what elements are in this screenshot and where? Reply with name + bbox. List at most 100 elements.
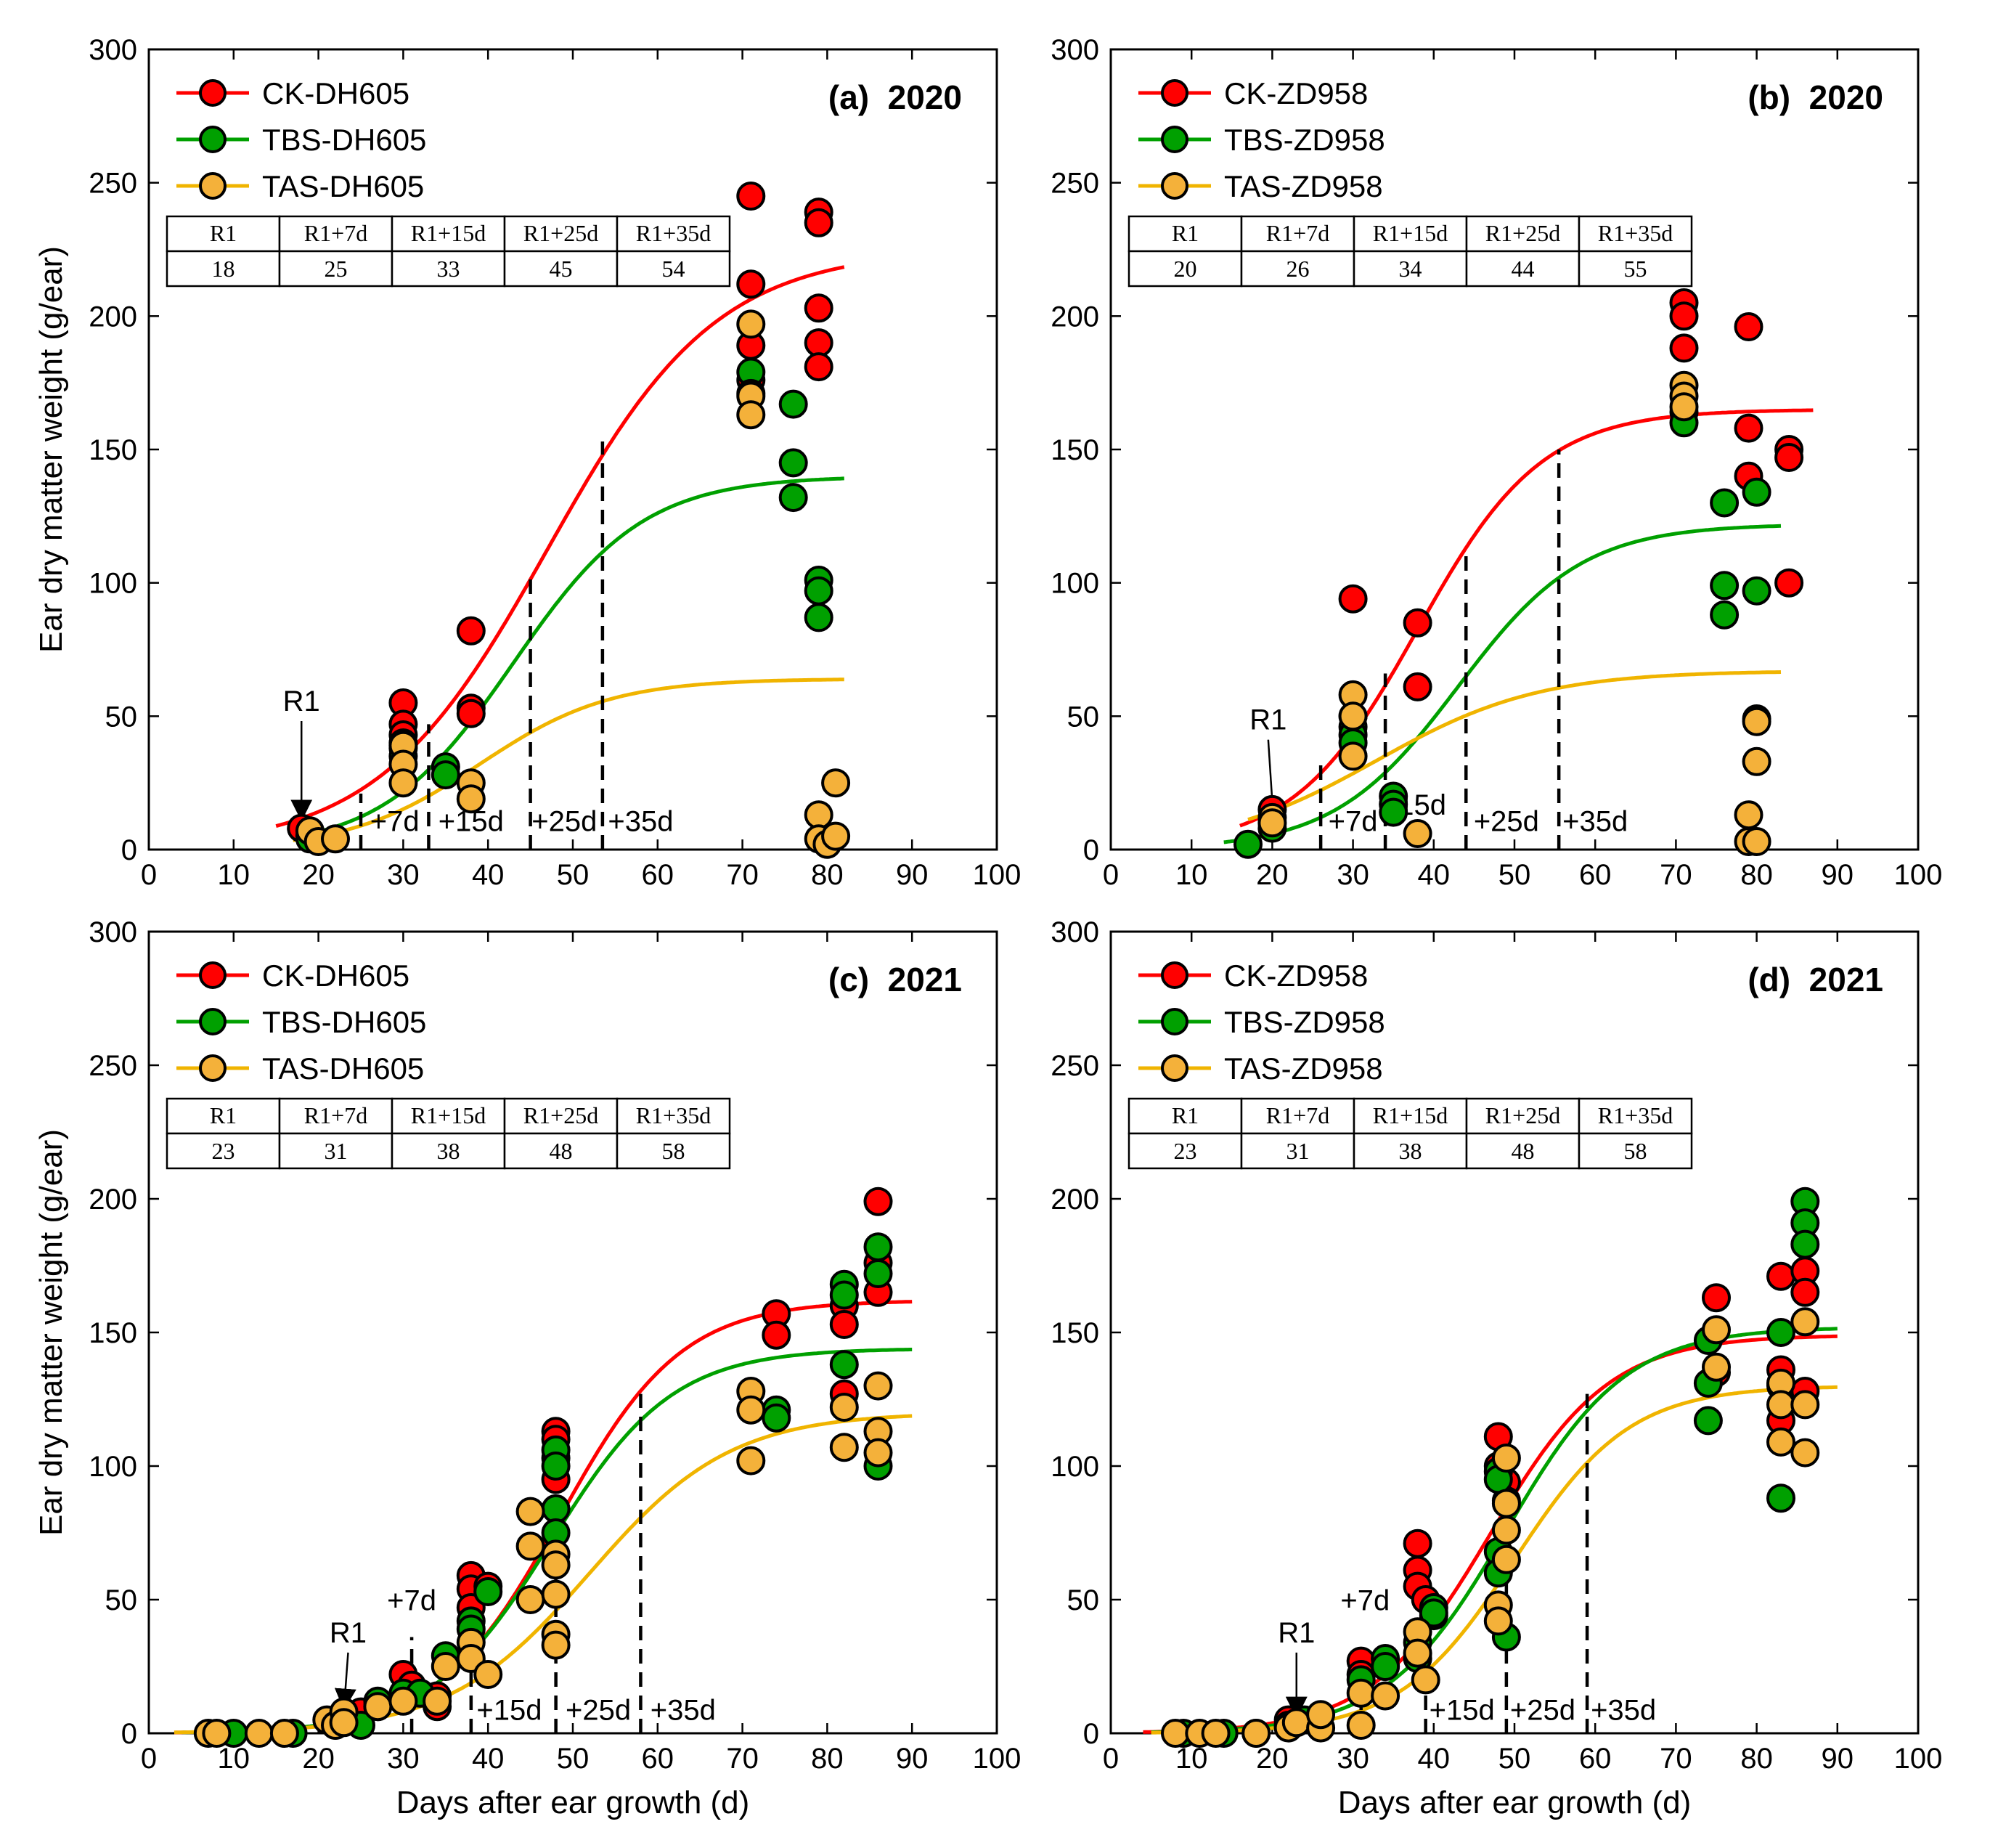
table-value-cell bbox=[616, 1132, 731, 1170]
table-header-cell bbox=[1353, 215, 1468, 253]
data-point-tbs bbox=[829, 1350, 859, 1380]
table-header-cell bbox=[503, 1097, 619, 1135]
y-tick-label: 150 bbox=[89, 1317, 137, 1349]
legend-label: TBS-ZD958 bbox=[1224, 1005, 1385, 1039]
x-tick-label: 90 bbox=[1822, 859, 1854, 891]
data-point-tas bbox=[515, 1585, 545, 1614]
data-point-tas bbox=[736, 1395, 766, 1425]
table-header-cell bbox=[1578, 215, 1693, 253]
fit-curve-tas bbox=[1247, 670, 1782, 822]
data-point-tas bbox=[1338, 701, 1368, 731]
legend-marker bbox=[1161, 79, 1188, 107]
data-point-ck bbox=[1669, 333, 1699, 363]
table-value-text: 58 bbox=[662, 1138, 685, 1164]
table-value-cell bbox=[1578, 250, 1693, 288]
table-value-text: 23 bbox=[212, 1138, 235, 1164]
data-point-tas bbox=[1669, 392, 1699, 422]
table-value-text: 45 bbox=[550, 256, 573, 282]
data-point-tas bbox=[202, 1719, 232, 1748]
data-point-tas bbox=[363, 1692, 393, 1722]
table-value-cell bbox=[1240, 250, 1355, 288]
table-value-cell bbox=[1353, 250, 1468, 288]
table-value-text: 48 bbox=[550, 1138, 573, 1164]
y-tick-label: 0 bbox=[1083, 1718, 1099, 1750]
legend-entry: TBS-DH605 bbox=[176, 1005, 426, 1039]
y-axis-label: Ear dry matter weight (g/ear) bbox=[33, 1129, 69, 1536]
data-point-tas bbox=[1790, 1307, 1820, 1337]
table-value-cell bbox=[1465, 1132, 1581, 1170]
legend-marker bbox=[1161, 126, 1188, 153]
legend-entry: CK-ZD958 bbox=[1138, 76, 1368, 110]
table-header-cell bbox=[503, 215, 619, 253]
y-tick-label: 300 bbox=[89, 34, 137, 66]
table-value-text: 58 bbox=[1624, 1138, 1647, 1164]
panel-title: (a) 2020 bbox=[828, 78, 962, 116]
x-tick-label: 80 bbox=[1740, 859, 1773, 891]
x-tick-label: 100 bbox=[973, 1743, 1021, 1775]
data-point-tas bbox=[1346, 1678, 1376, 1708]
data-point-tbs bbox=[1742, 576, 1771, 606]
legend-marker bbox=[1161, 1054, 1188, 1082]
data-point-tas bbox=[1491, 1544, 1521, 1574]
y-tick-label: 0 bbox=[1083, 834, 1099, 866]
table-value-cell bbox=[166, 1132, 281, 1170]
y-tick-label: 150 bbox=[1051, 434, 1099, 466]
data-point-ck bbox=[1734, 413, 1763, 443]
stage-label: +7d bbox=[370, 805, 420, 837]
stage-label-r1: R1 bbox=[1249, 704, 1286, 736]
x-tick-label: 10 bbox=[1175, 1743, 1208, 1775]
x-tick-label: 100 bbox=[1894, 859, 1943, 891]
data-point-tbs bbox=[778, 448, 808, 478]
data-point-tas bbox=[1403, 1638, 1432, 1668]
data-point-ck bbox=[736, 269, 766, 299]
data-point-tbs bbox=[778, 483, 808, 513]
data-point-tas bbox=[1742, 707, 1771, 736]
data-point-tbs bbox=[762, 1403, 791, 1433]
y-tick-label: 50 bbox=[1067, 701, 1100, 733]
table-header-text: R1+25d bbox=[523, 220, 598, 246]
data-point-ck bbox=[456, 699, 486, 728]
stage-label: +25d bbox=[1474, 805, 1539, 837]
data-point-tas bbox=[1742, 827, 1771, 856]
data-point-tas bbox=[1257, 808, 1287, 838]
x-tick-label: 60 bbox=[642, 1743, 674, 1775]
x-tick-label: 10 bbox=[218, 859, 250, 891]
table-value-cell bbox=[616, 250, 731, 288]
table-value-text: 48 bbox=[1512, 1138, 1535, 1164]
x-tick-label: 90 bbox=[896, 859, 929, 891]
x-tick-label: 0 bbox=[141, 1743, 157, 1775]
stage-label-r1: R1 bbox=[1278, 1617, 1315, 1649]
y-tick-label: 250 bbox=[89, 1050, 137, 1082]
legend-label: CK-ZD958 bbox=[1224, 76, 1368, 110]
table-header-text: R1+15d bbox=[411, 1102, 486, 1128]
table-header-text: R1+25d bbox=[1485, 220, 1560, 246]
table-value-text: 38 bbox=[1399, 1138, 1422, 1164]
x-tick-label: 80 bbox=[811, 1743, 844, 1775]
legend-label: CK-DH605 bbox=[262, 958, 409, 993]
data-point-tas bbox=[1281, 1708, 1311, 1738]
y-tick-label: 200 bbox=[89, 301, 137, 333]
y-tick-label: 150 bbox=[89, 434, 137, 466]
data-point-tbs bbox=[863, 1232, 893, 1262]
fit-curve-tas bbox=[293, 677, 844, 842]
stage-label: +15d bbox=[476, 1695, 542, 1727]
data-point-tas bbox=[863, 1371, 893, 1401]
table-value-cell bbox=[391, 250, 506, 288]
table-header-text: R1+25d bbox=[523, 1102, 598, 1128]
data-point-tbs bbox=[1766, 1318, 1795, 1347]
data-point-ck bbox=[1403, 672, 1432, 701]
data-point-tbs bbox=[804, 603, 833, 632]
table-header-cell bbox=[616, 1097, 731, 1135]
x-axis-label: Days after ear growth (d) bbox=[396, 1785, 750, 1820]
table-value-text: 33 bbox=[437, 256, 460, 282]
legend-entry: TBS-ZD958 bbox=[1138, 1005, 1385, 1039]
y-tick-label: 300 bbox=[1051, 916, 1099, 948]
legend-label: TBS-ZD958 bbox=[1224, 123, 1385, 157]
table-header-cell bbox=[616, 215, 731, 253]
table-header-text: R1+15d bbox=[411, 220, 486, 246]
data-point-tbs bbox=[541, 1452, 571, 1481]
table-value-text: 31 bbox=[1286, 1138, 1310, 1164]
table-value-text: 18 bbox=[212, 256, 235, 282]
table-value-text: 55 bbox=[1624, 256, 1647, 282]
